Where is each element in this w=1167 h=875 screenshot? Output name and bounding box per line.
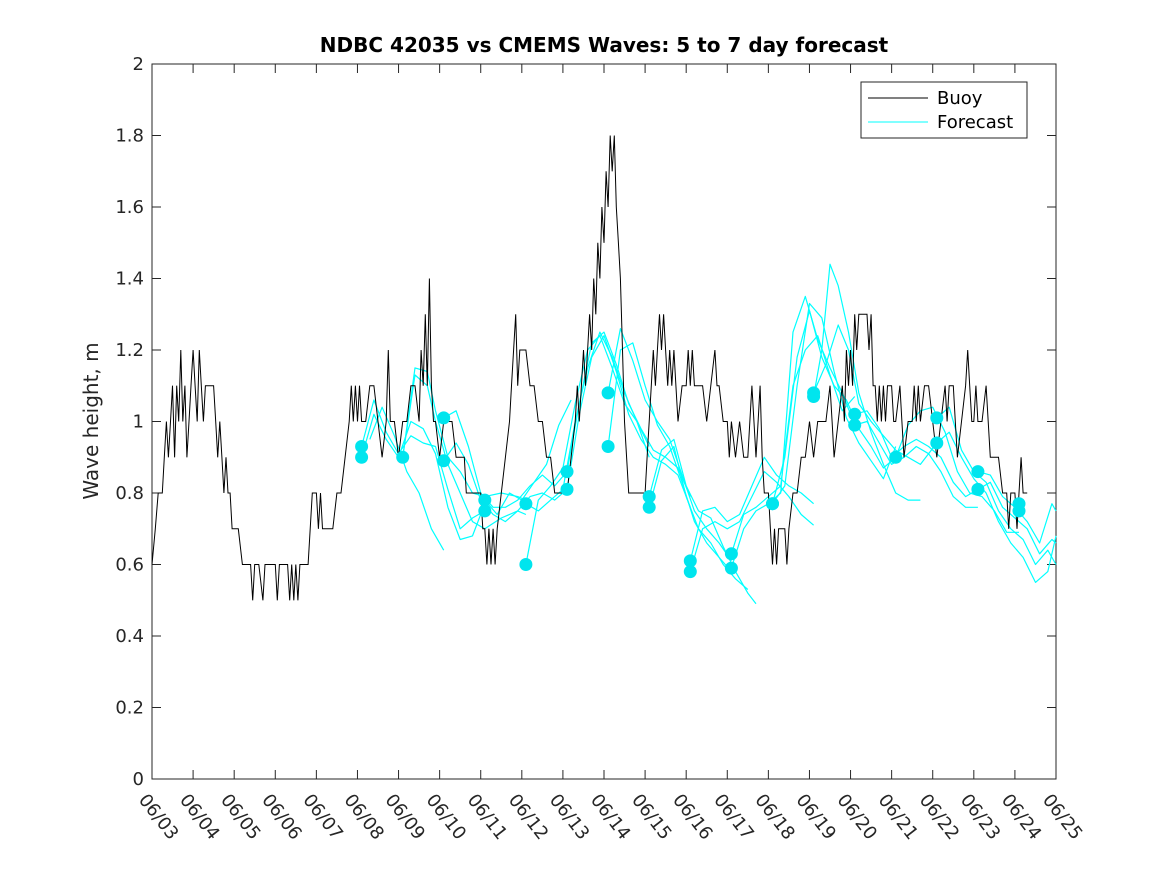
forecast-start-marker: [396, 450, 410, 464]
forecast-start-marker: [437, 454, 451, 468]
y-tick-label: 2: [133, 54, 144, 75]
forecast-line: [607, 328, 732, 562]
forecast-start-marker: [355, 450, 369, 464]
forecast-line: [771, 310, 897, 504]
forecast-line: [566, 331, 691, 497]
forecast-start-marker: [601, 440, 615, 453]
y-axis-label: Wave height, m: [79, 342, 103, 499]
forecast-line: [369, 406, 445, 551]
y-tick-label: 0.6: [115, 555, 144, 576]
y-tick-label: 0.8: [115, 483, 144, 504]
forecast-start-marker: [355, 440, 369, 453]
forecast-start-marker: [930, 411, 944, 425]
forecast-start-marker: [519, 558, 533, 571]
forecast-line: [813, 324, 938, 465]
chart-title: NDBC 42035 vs CMEMS Waves: 5 to 7 day fo…: [320, 33, 889, 57]
forecast-line: [977, 481, 1057, 555]
forecast-start-marker: [724, 561, 738, 575]
forecast-start-marker: [971, 465, 985, 479]
y-tick-label: 1.8: [115, 126, 144, 147]
forecast-start-marker: [642, 490, 656, 504]
forecast-start-marker: [478, 504, 492, 518]
forecast-start-marker: [807, 390, 821, 403]
forecast-markers-group: [355, 386, 1026, 579]
legend-buoy-label: Buoy: [937, 88, 983, 109]
forecast-start-marker: [642, 500, 656, 514]
forecast-start-marker: [683, 565, 697, 579]
y-tick-label: 1.4: [115, 269, 144, 290]
legend-box: [860, 81, 1028, 139]
forecast-start-marker: [930, 436, 944, 450]
y-tick-label: 0.2: [115, 698, 144, 719]
buoy-line: [151, 135, 1028, 601]
forecast-line: [854, 410, 979, 498]
forecast-line: [443, 410, 568, 508]
forecast-start-marker: [437, 411, 451, 425]
forecast-start-marker: [1012, 504, 1026, 518]
forecast-start-marker: [478, 493, 492, 507]
y-axis: 0 0.2 0.4 0.6 0.8 1 1.2 1.4 1.6 1.8 2: [115, 54, 1056, 790]
forecast-start-marker: [683, 554, 697, 568]
forecast-line: [854, 420, 978, 508]
y-tick-label: 1.2: [115, 340, 144, 361]
y-tick-label: 0.4: [115, 626, 144, 647]
forecast-line: [730, 295, 856, 569]
forecast-start-marker: [848, 418, 862, 432]
y-tick-label: 0: [133, 769, 144, 790]
forecast-start-marker: [766, 497, 779, 511]
forecast-line: [607, 342, 732, 572]
forecast-line: [772, 302, 897, 505]
legend: Buoy Forecast: [860, 81, 1028, 139]
forecast-line: [936, 406, 1057, 566]
y-tick-label: 1.6: [115, 197, 144, 218]
forecast-start-marker: [971, 482, 985, 496]
forecast-line: [689, 471, 814, 572]
forecast-start-marker: [889, 450, 903, 464]
forecast-line: [566, 335, 691, 508]
legend-forecast-label: Forecast: [937, 112, 1013, 133]
y-tick-label: 1: [133, 412, 144, 433]
plot-area: 00.20.40.60.811.21.41.61.82 06/0306/0406…: [115, 54, 1086, 844]
forecast-line: [813, 263, 921, 501]
forecast-line: [648, 438, 757, 605]
forecast-start-marker: [724, 547, 738, 561]
buoy-series-group: [151, 135, 1028, 601]
forecast-start-marker: [601, 386, 615, 400]
forecast-start-marker: [560, 482, 574, 496]
forecast-line: [689, 456, 814, 562]
forecast-start-marker: [560, 465, 574, 479]
forecast-line: [361, 399, 486, 530]
forecast-line: [361, 413, 486, 541]
axes-box: [151, 63, 1057, 780]
forecast-start-marker: [848, 407, 862, 421]
forecast-start-marker: [519, 497, 533, 511]
forecast-series-group: [361, 263, 1057, 605]
